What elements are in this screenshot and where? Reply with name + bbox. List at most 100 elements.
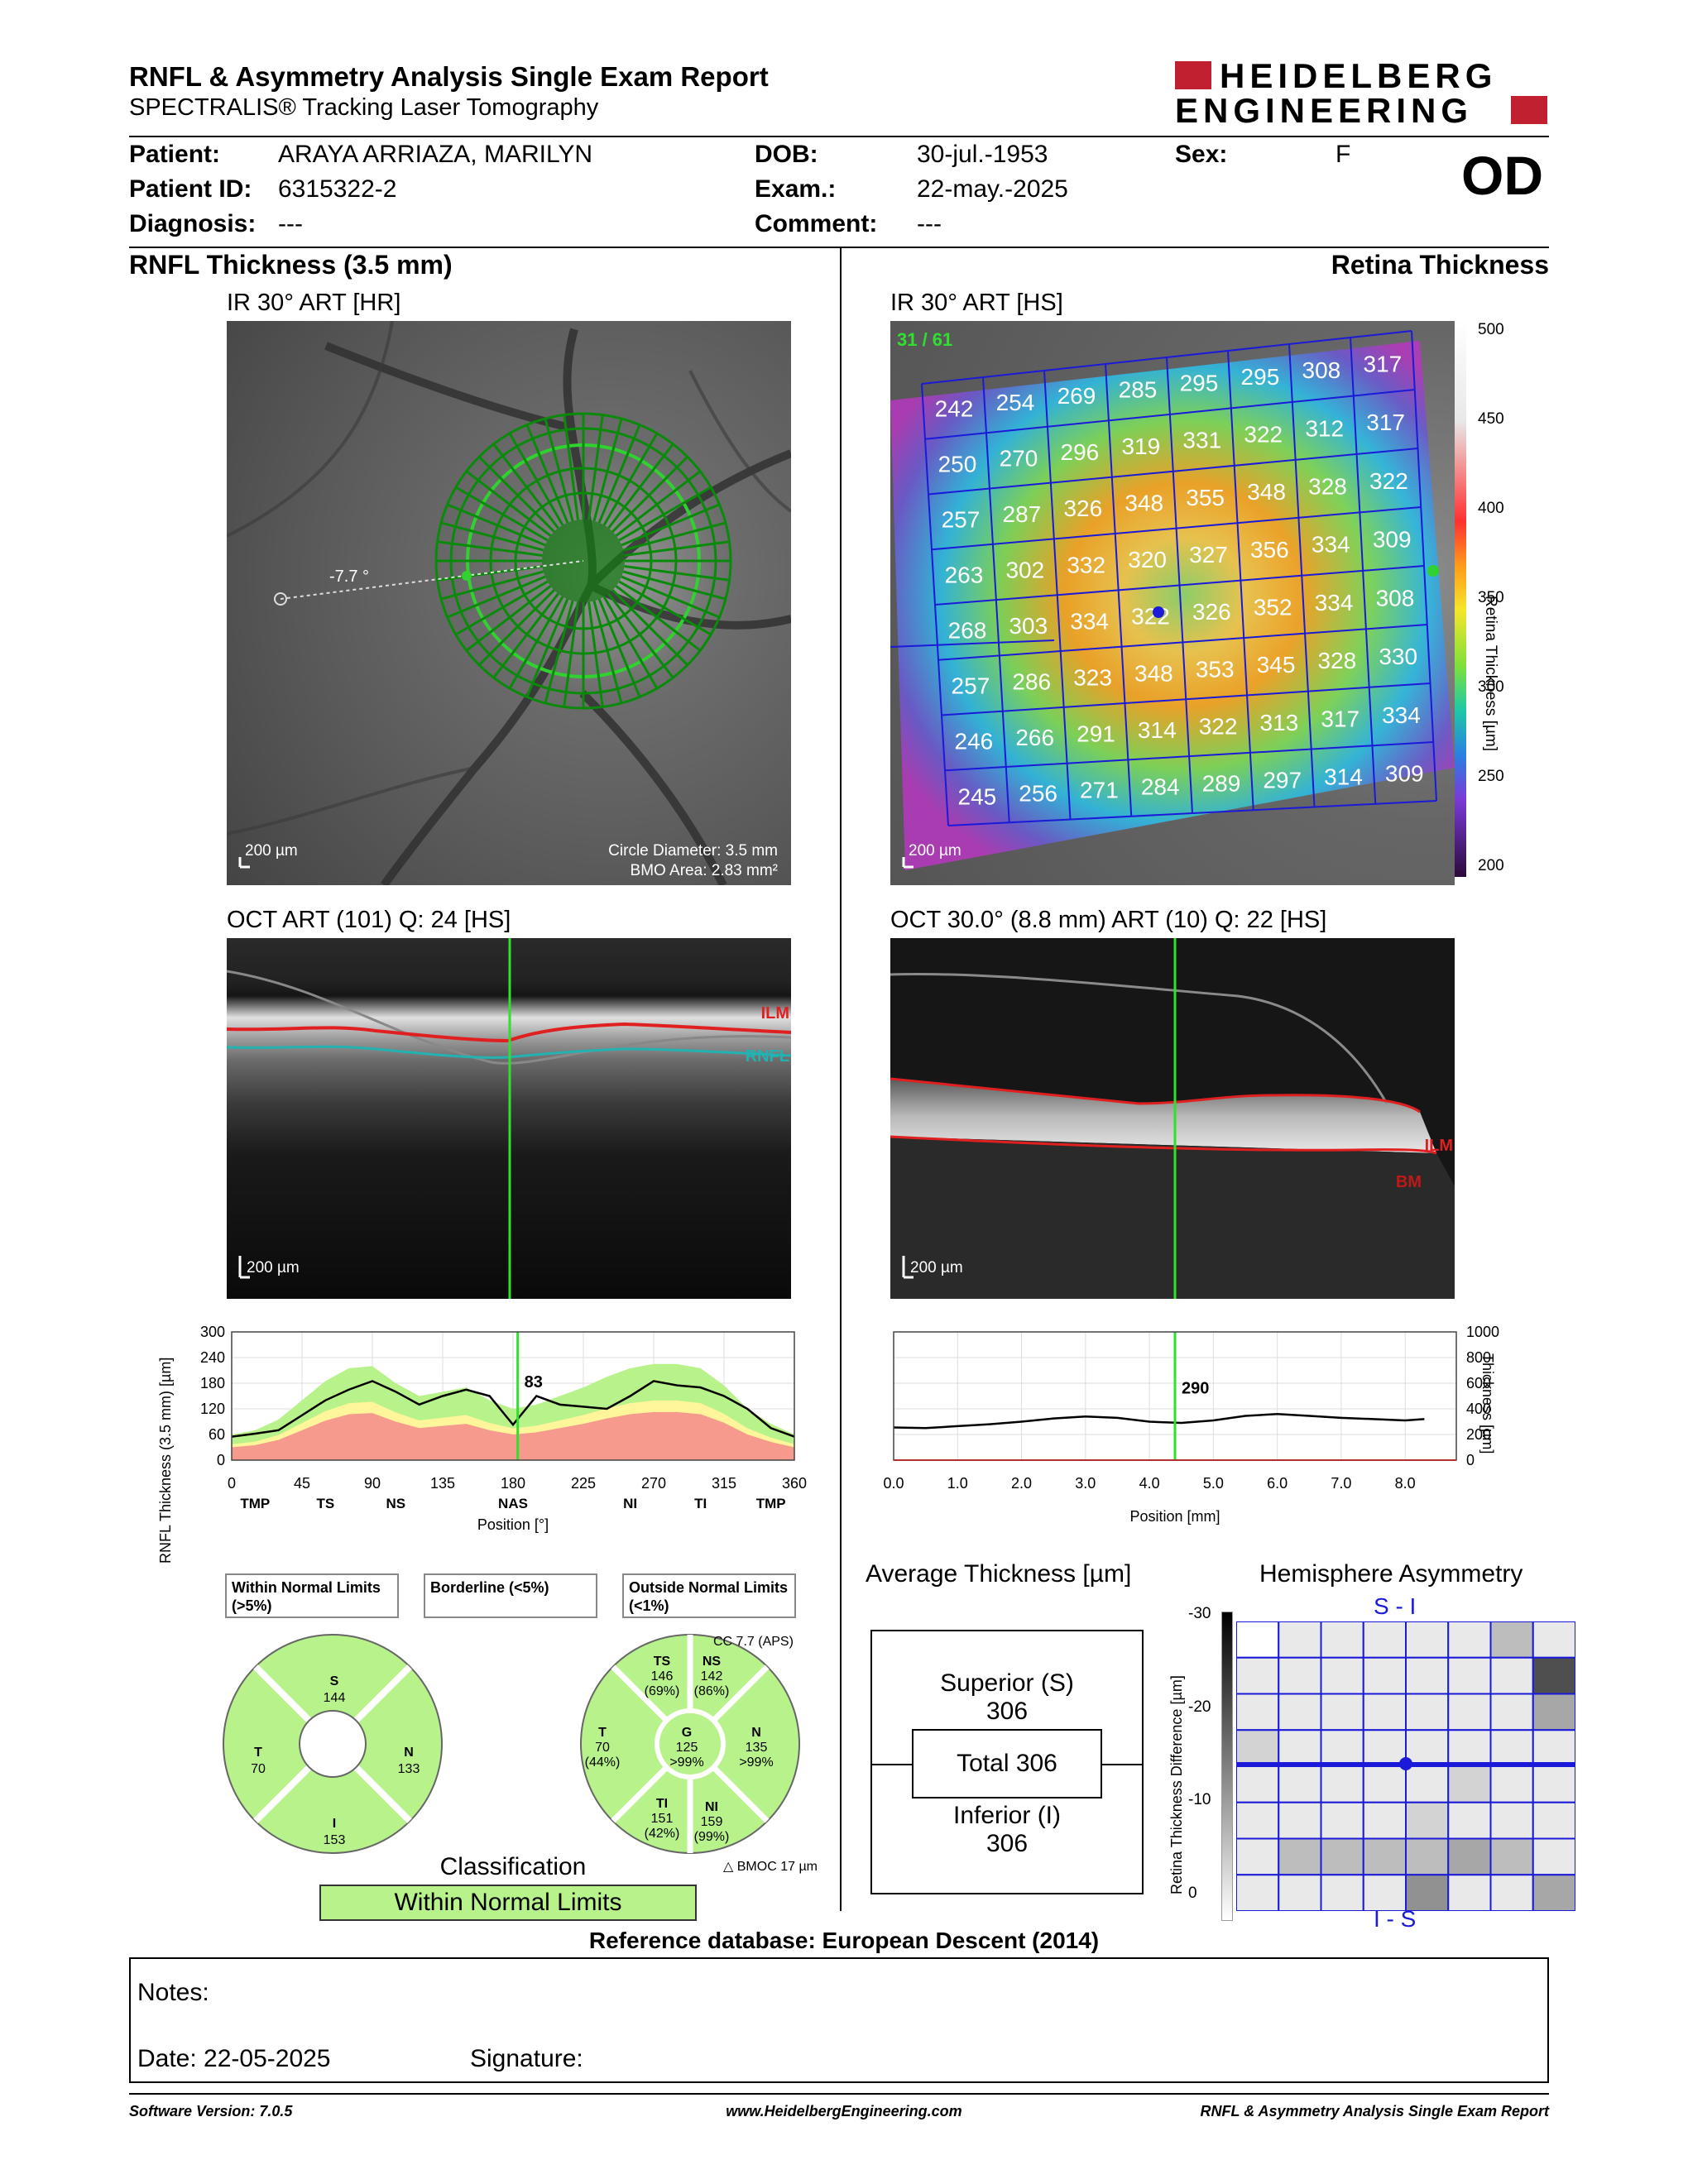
retina-x-tick: 3.0 bbox=[1075, 1475, 1096, 1492]
retina-grid-value: 317 bbox=[1366, 410, 1405, 435]
sector-diagrams bbox=[223, 1634, 800, 1854]
rnfl-sector-label: NI bbox=[623, 1496, 637, 1511]
sector-s-label: S bbox=[329, 1674, 339, 1688]
rnfl-x-tick: 45 bbox=[294, 1475, 310, 1492]
legend-borderline-text: Borderline (<5%) bbox=[430, 1579, 549, 1596]
retina-x-tick: 4.0 bbox=[1139, 1475, 1160, 1492]
quadrant-circle bbox=[223, 1634, 443, 1854]
legend-outside-text: Outside Normal Limits (<1%) bbox=[629, 1579, 789, 1614]
retina-x-tick: 6.0 bbox=[1267, 1475, 1288, 1492]
sector-ns-percentile: (86%) bbox=[693, 1684, 730, 1698]
superior-value: 306 bbox=[985, 1698, 1029, 1725]
retina-grid-value: 309 bbox=[1385, 761, 1424, 787]
asymmetry-cell bbox=[1447, 1729, 1492, 1767]
sector-ti-percentile: (42%) bbox=[644, 1827, 680, 1841]
asymmetry-cell bbox=[1489, 1656, 1534, 1695]
asymmetry-cell bbox=[1532, 1765, 1575, 1803]
asymmetry-cell bbox=[1405, 1874, 1450, 1911]
rnfl-y-tick: 300 bbox=[200, 1324, 225, 1340]
retina-grid-value: 245 bbox=[958, 784, 997, 810]
retina-grid-value: 302 bbox=[1005, 557, 1044, 582]
asymmetry-tick: -20 bbox=[1188, 1698, 1211, 1716]
sector-s-value: 144 bbox=[323, 1691, 346, 1705]
retina-grid-value: 296 bbox=[1061, 439, 1100, 465]
retina-grid-value: 348 bbox=[1125, 491, 1163, 516]
ir-fundus-image-right: 242 254 269 285 295 295 308 317 250 270 296 319 331 3… bbox=[890, 321, 1455, 885]
diagnosis-value: --- bbox=[278, 210, 303, 237]
asymmetry-cell bbox=[1532, 1693, 1575, 1731]
ir-left-scale: 200 µm bbox=[245, 842, 298, 860]
retina-grid-value: 270 bbox=[1000, 445, 1038, 471]
patient-id: 6315322-2 bbox=[278, 175, 397, 203]
asymmetry-cell bbox=[1405, 1765, 1450, 1803]
sector-ns-value: 142 bbox=[700, 1669, 723, 1684]
asymmetry-cell bbox=[1278, 1874, 1322, 1911]
legend-outside: Outside Normal Limits (<1%) bbox=[622, 1573, 796, 1618]
retina-grid-value: 257 bbox=[952, 673, 990, 699]
retina-grid-value: 287 bbox=[1003, 501, 1042, 527]
website: www.HeidelbergEngineering.com bbox=[726, 2103, 962, 2119]
retina-x-label: Position [mm] bbox=[1129, 1508, 1220, 1525]
rnfl-sector-label: TS bbox=[316, 1496, 334, 1511]
legend-within-text: Within Normal Limits (>5%) bbox=[232, 1579, 381, 1614]
asymmetry-cell bbox=[1236, 1729, 1280, 1767]
retina-grid-value: 314 bbox=[1138, 717, 1177, 743]
retina-grid-value: 285 bbox=[1119, 376, 1158, 402]
retina-cursor-value: 290 bbox=[1182, 1379, 1209, 1397]
bmo-area: BMO Area: 2.83 mm² bbox=[630, 862, 778, 879]
sector-t-value: 70 bbox=[595, 1741, 610, 1755]
retina-x-tick: 8.0 bbox=[1395, 1475, 1416, 1492]
retina-grid-value: 326 bbox=[1063, 496, 1102, 521]
asymmetry-cell bbox=[1278, 1729, 1322, 1767]
rnfl-y-tick: 180 bbox=[200, 1375, 225, 1391]
retina-grid-value: 254 bbox=[996, 390, 1035, 415]
retina-grid-value: 242 bbox=[935, 396, 974, 422]
retina-grid-value: 268 bbox=[948, 618, 987, 644]
exam-label: Exam.: bbox=[755, 175, 837, 203]
retina-grid-value: 319 bbox=[1121, 433, 1160, 459]
retina-grid-value: 291 bbox=[1077, 721, 1115, 747]
retina-grid-value: 323 bbox=[1073, 664, 1112, 690]
colorbar-tick: 400 bbox=[1478, 500, 1504, 517]
retina-grid-value: 314 bbox=[1324, 764, 1363, 790]
rnfl-x-label: Position [°] bbox=[477, 1516, 549, 1533]
retina-grid-value: 312 bbox=[1305, 415, 1344, 441]
sector-ts-percentile: (69%) bbox=[644, 1684, 680, 1698]
asymmetry-cell bbox=[1532, 1656, 1575, 1695]
rnfl-y-tick: 60 bbox=[209, 1426, 225, 1443]
average-title: Average Thickness [µm] bbox=[866, 1560, 1132, 1588]
rnfl-sector-label: NAS bbox=[498, 1496, 528, 1511]
asymmetry-cell bbox=[1362, 1729, 1407, 1767]
asymmetry-cell bbox=[1362, 1656, 1407, 1695]
asymmetry-cell bbox=[1405, 1656, 1450, 1695]
patient-name: ARAYA ARRIAZA, MARILYN bbox=[278, 141, 593, 168]
asymmetry-axis-label: Retina Thickness Difference [µm] bbox=[1168, 1675, 1185, 1894]
retina-grid-value: 334 bbox=[1070, 608, 1109, 634]
bmoc-value: BMOC 17 µm bbox=[736, 1860, 818, 1874]
ir-left-title: IR 30° ART [HR] bbox=[227, 290, 401, 316]
retina-grid-value: 331 bbox=[1182, 428, 1221, 453]
asymmetry-cell bbox=[1362, 1801, 1407, 1840]
retina-grid-value: 266 bbox=[1015, 725, 1054, 750]
sector-g-label: G bbox=[681, 1726, 693, 1740]
asymmetry-cell bbox=[1320, 1765, 1364, 1803]
ir-fundus-image-left: -7.7 ° 200 µm Circle Diameter: 3.5 mm BM… bbox=[227, 321, 791, 885]
rnfl-cursor-value: 83 bbox=[525, 1373, 543, 1391]
retina-grid-value: 317 bbox=[1364, 351, 1403, 376]
brand-line1: HEIDELBERG bbox=[1220, 56, 1498, 95]
asymmetry-cell bbox=[1532, 1874, 1575, 1911]
oct-left-scale: 200 µm bbox=[247, 1259, 300, 1276]
oct-bscan-left: ILM RNFL 200 µm bbox=[227, 938, 791, 1299]
retina-grid-value: 284 bbox=[1141, 774, 1180, 800]
retina-grid-value: 308 bbox=[1302, 357, 1341, 383]
retina-thickness-map: 242 254 269 285 295 295 308 317 250 270 296 319 331 3… bbox=[890, 330, 1455, 870]
retina-grid-value: 322 bbox=[1369, 468, 1408, 494]
colorbar-tick: 500 bbox=[1478, 321, 1504, 338]
ir-angle-label: -7.7 ° bbox=[329, 568, 370, 586]
exam-value: 22-may.-2025 bbox=[917, 175, 1068, 203]
sector-n-label: N bbox=[404, 1746, 414, 1760]
asymmetry-cell bbox=[1236, 1656, 1280, 1695]
average-box: Superior (S) 306 Total 306 Inferior (I) … bbox=[870, 1630, 1144, 1894]
asymmetry-cell bbox=[1447, 1693, 1492, 1731]
retina-grid-value: 256 bbox=[1019, 781, 1057, 807]
